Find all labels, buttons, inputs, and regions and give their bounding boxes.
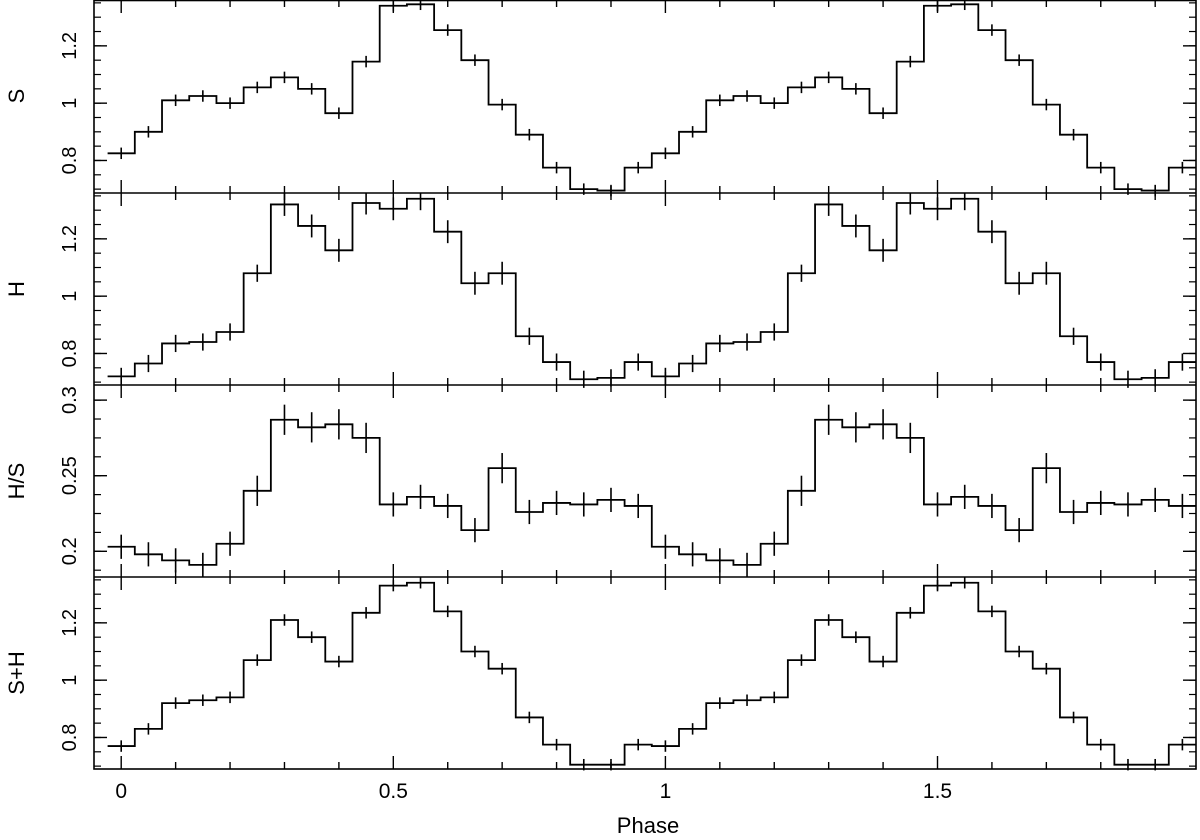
series-step-line	[107, 418, 1196, 566]
y-tick-label: 1	[59, 291, 81, 302]
y-axis-label: S	[4, 89, 29, 104]
panel-s: S 0.8 1 1.2	[4, 0, 1196, 197]
y-tick-label: 0.8	[59, 147, 81, 175]
y-tick-label: 1.2	[59, 609, 81, 637]
y-tick-label: 0.8	[59, 724, 81, 752]
y-axis-label: H	[4, 281, 29, 297]
y-tick-label: 1.2	[59, 32, 81, 60]
panel-h: H 0.8 1 1.2	[4, 193, 1196, 388]
y-axis-label: S+H	[4, 651, 29, 694]
y-tick-label: 1.2	[59, 225, 81, 253]
x-tick-label: 1	[660, 780, 672, 803]
x-tick-label: 1.5	[923, 780, 952, 803]
x-axis-label: Phase	[617, 813, 679, 838]
y-tick-label: 0.25	[59, 456, 81, 495]
series-step-line	[107, 3, 1196, 192]
panel-s-h: S+H 0.8 1 1.2	[4, 577, 1196, 771]
y-tick-label: 1	[59, 675, 81, 686]
x-tick-label: 0.5	[379, 780, 408, 803]
series-step-line	[107, 197, 1196, 381]
x-tick-label: 0	[115, 780, 127, 803]
panel-h-s: H/S 0.2 0.25 0.3	[4, 386, 1196, 577]
y-tick-label: 0.2	[59, 537, 81, 565]
y-tick-label: 1	[59, 98, 81, 109]
plot-frames: 0 0.5 1 1.5	[93, 0, 1197, 803]
y-tick-label: 0.8	[59, 340, 81, 368]
y-tick-label: 0.3	[59, 386, 81, 414]
series-step-line	[107, 581, 1196, 766]
plot-panels: S 0.8 1 1.2 H 0.8 1 1.2 H/S 0.2 0.25 0.3 S+H 0.8 1 1.2	[4, 0, 1196, 771]
y-axis-label: H/S	[4, 463, 29, 500]
